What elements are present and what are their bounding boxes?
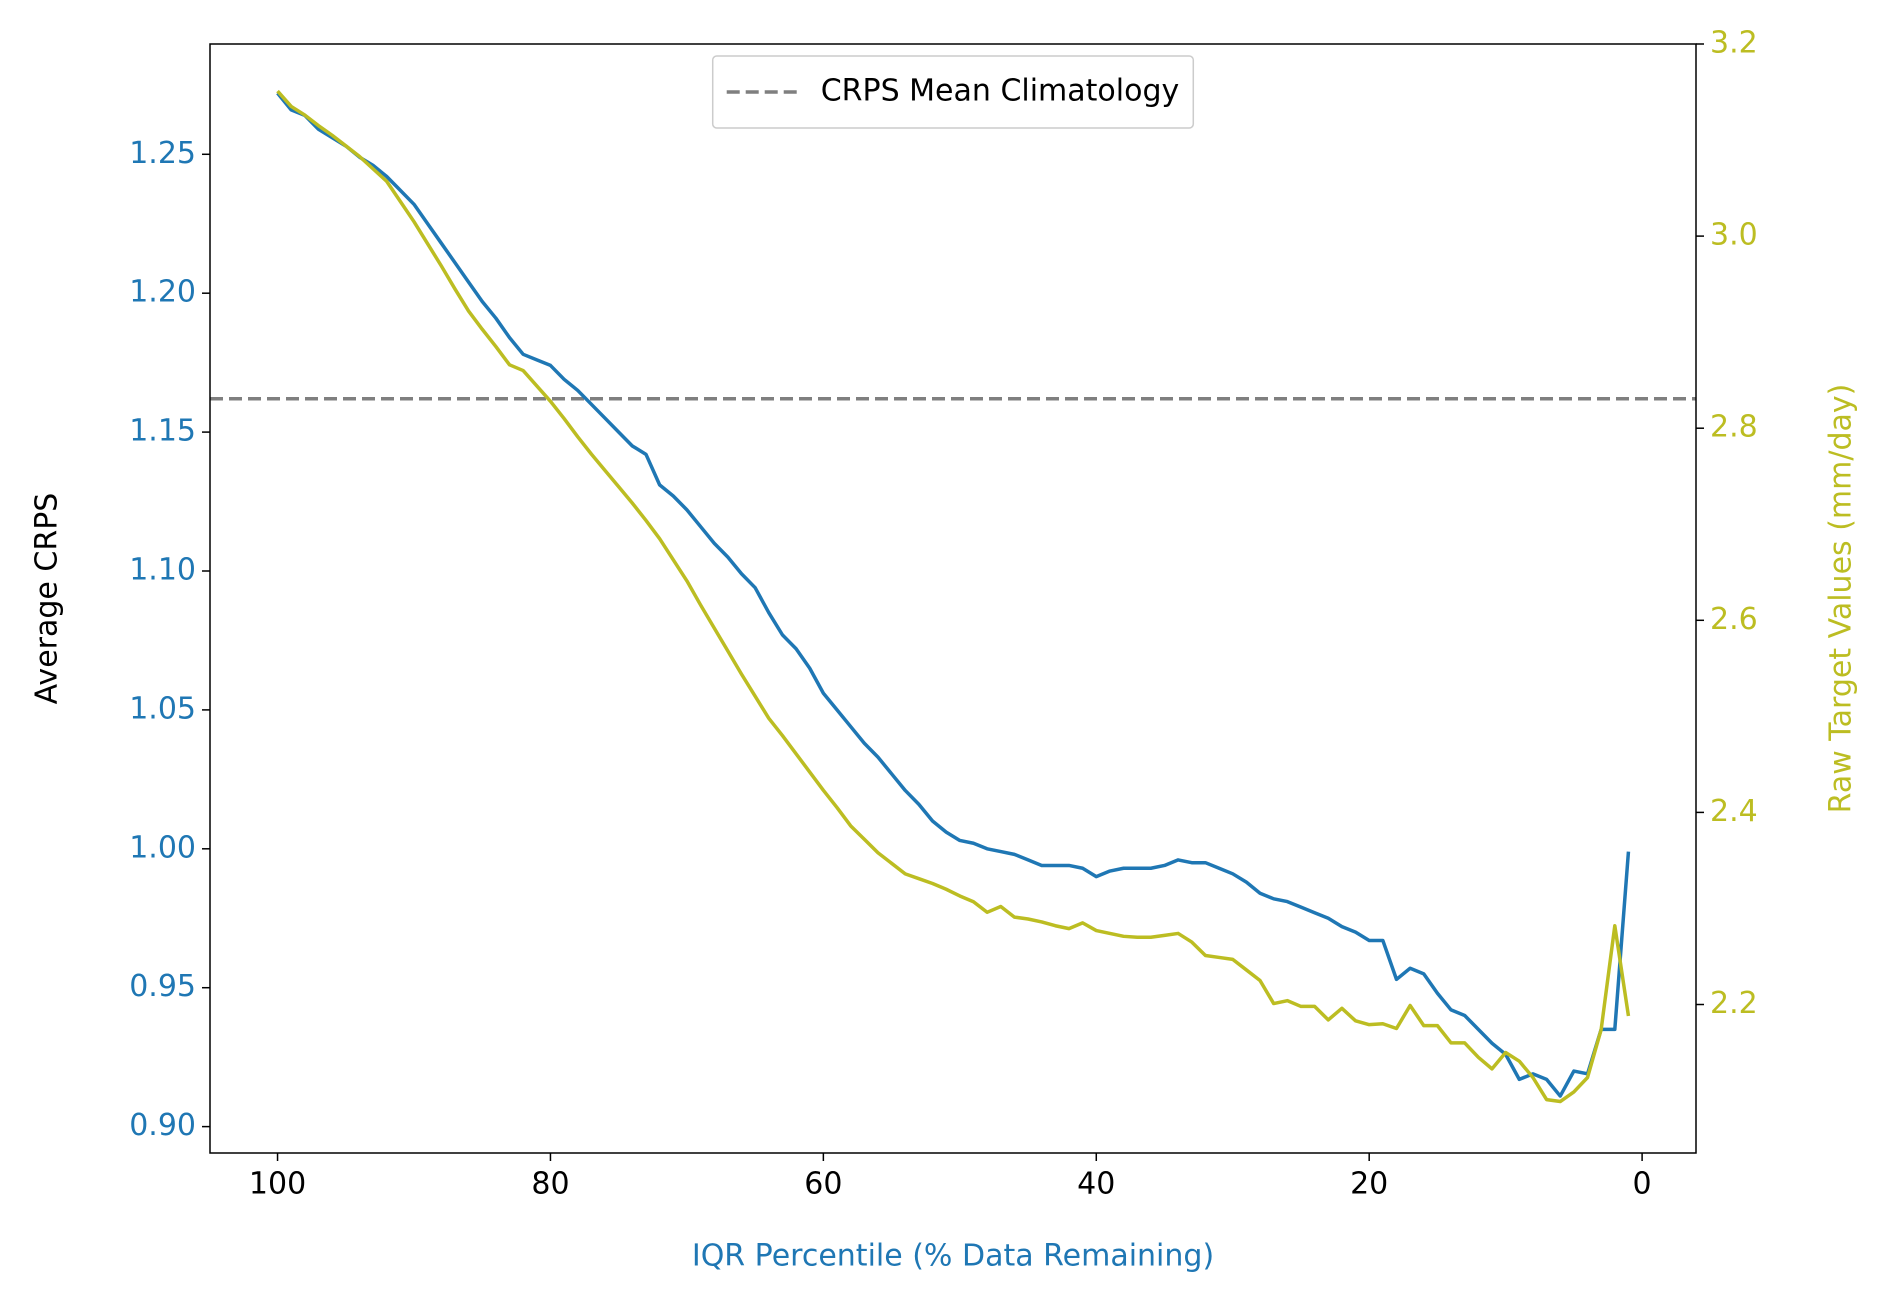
y2-tick-label: 2.6 xyxy=(1710,602,1758,637)
y2-tick-label: 2.8 xyxy=(1710,410,1758,445)
plot-frame xyxy=(209,43,1697,1154)
y2-tick-label: 3.0 xyxy=(1710,218,1758,253)
legend: CRPS Mean Climatology xyxy=(711,55,1195,129)
y-tick-label: 1.25 xyxy=(129,136,196,171)
x-tick-label: 0 xyxy=(1633,1167,1652,1202)
y-tick-label: 1.05 xyxy=(129,691,196,726)
x-tick-label: 40 xyxy=(1077,1167,1115,1202)
y-axis-label: Average CRPS xyxy=(30,493,65,705)
y2-axis-label: Raw Target Values (mm/day) xyxy=(1824,384,1859,814)
y-tick-label: 1.00 xyxy=(129,830,196,865)
x-tick-label: 60 xyxy=(804,1167,842,1202)
x-tick-label: 100 xyxy=(249,1167,306,1202)
x-tick-label: 20 xyxy=(1350,1167,1388,1202)
y-tick-label: 0.95 xyxy=(129,969,196,1004)
y-tick-label: 0.90 xyxy=(129,1108,196,1143)
y2-tick-label: 3.2 xyxy=(1710,26,1758,61)
x-tick-label: 80 xyxy=(531,1167,569,1202)
y-tick-label: 1.20 xyxy=(129,275,196,310)
y-tick-label: 1.10 xyxy=(129,552,196,587)
legend-label: CRPS Mean Climatology xyxy=(821,74,1180,109)
y2-tick-label: 2.2 xyxy=(1710,986,1758,1021)
x-axis-label: IQR Percentile (% Data Remaining) xyxy=(692,1239,1214,1274)
data-line xyxy=(276,89,1631,1104)
y2-tick-label: 2.4 xyxy=(1710,794,1758,829)
legend-box xyxy=(711,55,1195,129)
y-tick-label: 1.15 xyxy=(129,414,196,449)
data-line xyxy=(276,92,1631,1098)
